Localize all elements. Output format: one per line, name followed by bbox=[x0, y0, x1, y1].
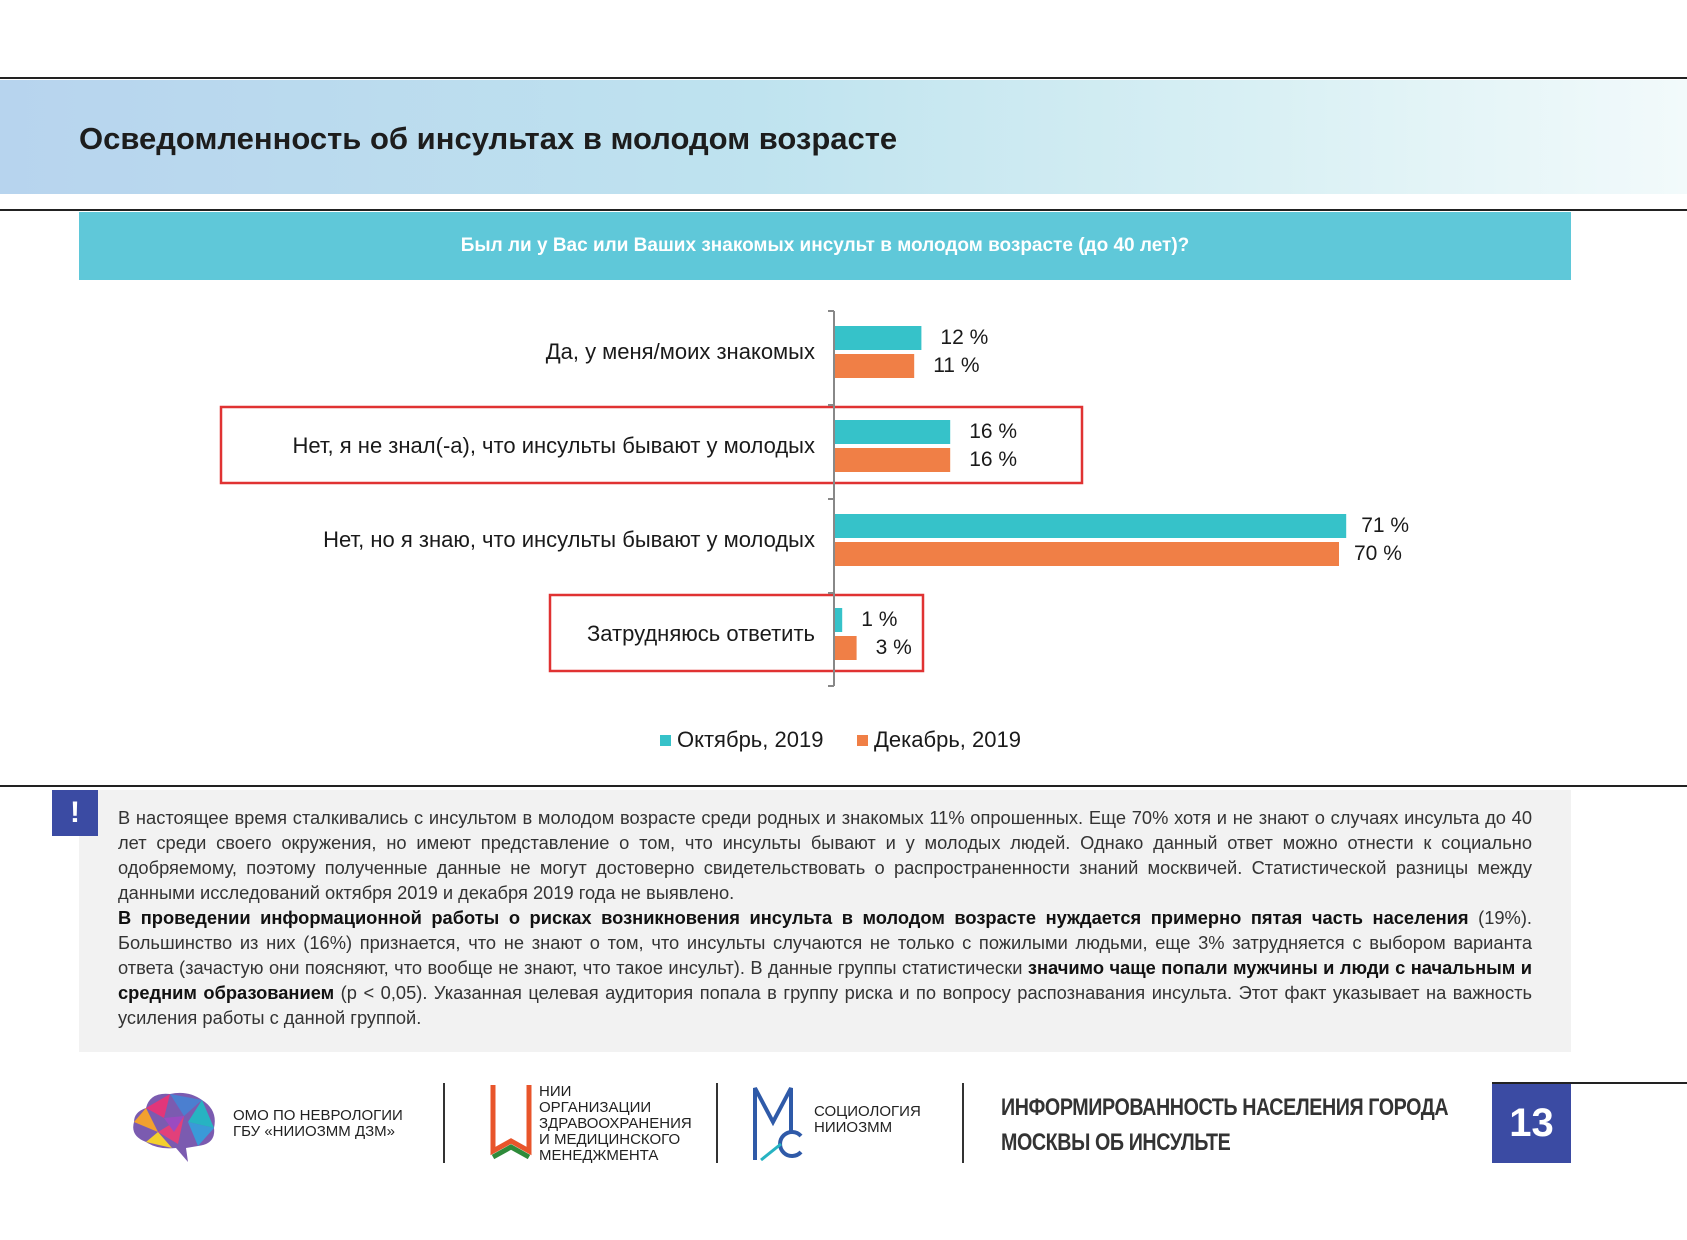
legend-item-october: Октябрь, 2019 bbox=[660, 727, 823, 753]
report-title-line1: ИНФОРМИРОВАННОСТЬ НАСЕЛЕНИЯ ГОРОДА bbox=[1001, 1094, 1449, 1121]
footer-org3-line2: НИИОЗММ bbox=[814, 1119, 893, 1136]
info-text: В настоящее время сталкивались с инсульт… bbox=[118, 805, 1532, 1030]
footer-separator-1 bbox=[443, 1083, 445, 1163]
value-label-december: 3 % bbox=[876, 636, 912, 659]
bar-december bbox=[835, 448, 951, 472]
category-label: Да, у меня/моих знакомых bbox=[546, 339, 815, 364]
exclamation-badge: ! bbox=[52, 790, 98, 836]
footer-org2-line5: менеджмента bbox=[539, 1147, 659, 1164]
footer-org1: ОМО по неврологии ГБУ «НИИОЗММ ДЗМ» bbox=[233, 1108, 403, 1140]
page-title: Осведомленность об инсультах в молодом в… bbox=[79, 121, 898, 156]
category-label: Затрудняюсь ответить bbox=[587, 621, 815, 646]
category-label: Нет, но я знаю, что инсульты бывают у мо… bbox=[323, 527, 815, 552]
value-label-december: 11 % bbox=[933, 354, 979, 377]
category-label: Нет, я не знал(-а), что инсульты бывают … bbox=[293, 433, 815, 458]
footer-separator-2 bbox=[716, 1083, 718, 1163]
bar-october bbox=[835, 420, 951, 444]
highlight-box bbox=[219, 405, 1084, 485]
footer-org2-line4: и медицинского bbox=[539, 1131, 681, 1148]
footer-org3-line1: Социология bbox=[814, 1103, 921, 1120]
value-label-december: 70 % bbox=[1354, 542, 1402, 565]
nii-logo bbox=[490, 1085, 532, 1160]
info-bold-1: В проведении информационной работы о рис… bbox=[118, 907, 1469, 928]
footer-org2-line2: организации bbox=[539, 1099, 652, 1116]
legend-swatch-december bbox=[857, 734, 868, 746]
brain-logo bbox=[133, 1092, 215, 1162]
info-text-2: (19%). Большинство из них (16%) признает… bbox=[118, 907, 1532, 978]
footer-org2-line1: НИИ bbox=[539, 1083, 572, 1100]
footer-org3: Социология НИИОЗММ bbox=[814, 1104, 921, 1136]
legend-label-october: Октябрь, 2019 bbox=[677, 727, 824, 752]
footer-org2: НИИ организации здравоохранения и медици… bbox=[539, 1084, 692, 1164]
bar-october bbox=[835, 608, 843, 632]
bar-october bbox=[835, 326, 922, 350]
info-paragraph-1: В настоящее время сталкивались с инсульт… bbox=[118, 807, 1532, 903]
report-title-line2: МОСКВЫ ОБ ИНСУЛЬТЕ bbox=[1001, 1129, 1231, 1156]
title-bottom-rule bbox=[0, 209, 1687, 211]
bar-october bbox=[835, 514, 1347, 538]
footer-org1-line1: ОМО по неврологии bbox=[233, 1107, 403, 1124]
legend-item-december: Декабрь, 2019 bbox=[857, 727, 1021, 753]
bar-chart: Да, у меня/моих знакомых 12 % 11 % Нет, я н… bbox=[219, 310, 1409, 687]
footer-org1-line2: ГБУ «НИИОЗММ ДЗМ» bbox=[233, 1123, 395, 1140]
value-label-october: 1 % bbox=[861, 608, 897, 631]
footer-org2-line3: здравоохранения bbox=[539, 1115, 692, 1132]
bar-december bbox=[835, 542, 1339, 566]
page-number: 13 bbox=[1492, 1084, 1571, 1163]
legend-label-december: Декабрь, 2019 bbox=[874, 727, 1021, 752]
legend-swatch-october bbox=[660, 734, 671, 746]
top-rule bbox=[0, 77, 1687, 79]
bar-december bbox=[835, 636, 857, 660]
info-box bbox=[79, 790, 1571, 1052]
info-bold-2: значимо чаще попали мужчины и люди с нач… bbox=[118, 957, 1532, 1003]
question-band: Был ли у Вас или Ваших знакомых инсульт … bbox=[79, 212, 1571, 280]
info-text-3: (p < 0,05). Указанная целевая аудитория … bbox=[118, 982, 1533, 1028]
footer-separator-3 bbox=[962, 1083, 964, 1163]
footer-rule bbox=[1492, 1082, 1687, 1084]
question-text: Был ли у Вас или Ваших знакомых инсульт … bbox=[460, 235, 1190, 256]
value-label-october: 16 % bbox=[969, 420, 1017, 443]
bar-december bbox=[835, 354, 915, 378]
highlight-box bbox=[548, 593, 925, 673]
value-label-october: 12 % bbox=[940, 326, 988, 349]
chart-bottom-rule bbox=[0, 785, 1687, 787]
sociology-logo bbox=[753, 1087, 803, 1162]
report-title: ИНФОРМИРОВАННОСТЬ НАСЕЛЕНИЯ ГОРОДА МОСКВ… bbox=[1001, 1090, 1449, 1160]
value-label-december: 16 % bbox=[969, 448, 1017, 471]
title-band bbox=[0, 80, 1687, 194]
value-label-october: 71 % bbox=[1361, 514, 1409, 537]
